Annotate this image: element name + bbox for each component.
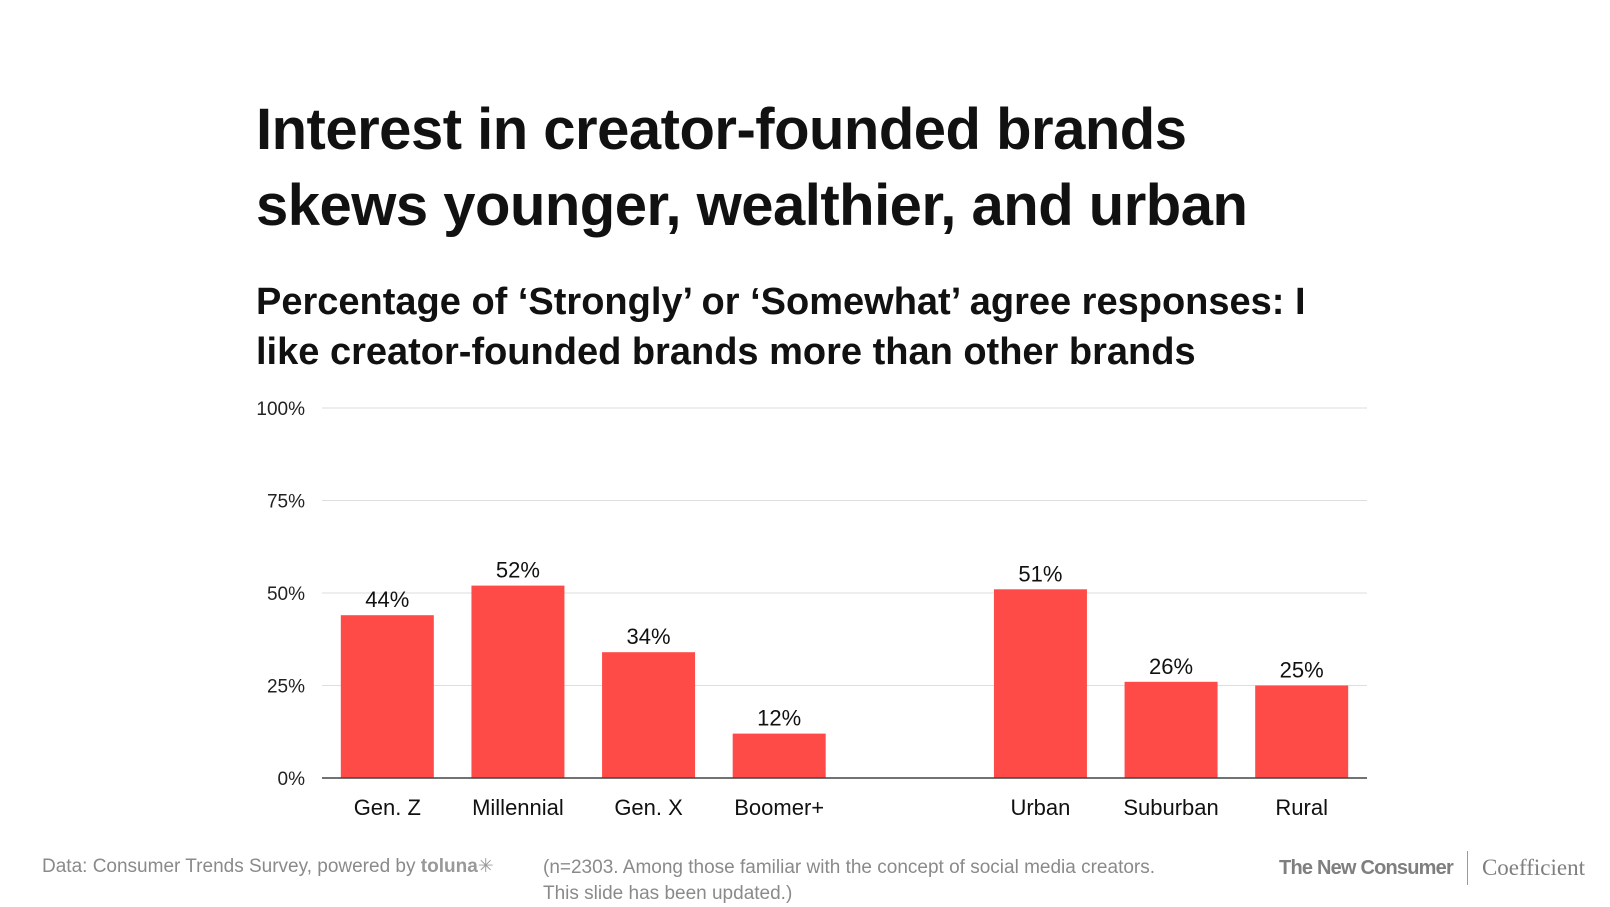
chart-subtitle: Percentage of ‘Strongly’ or ‘Somewhat’ a… [256, 277, 1406, 377]
chart-title-line-1: Interest in creator-founded brands [256, 97, 1187, 162]
x-tick-label: Suburban [1123, 795, 1218, 820]
x-tick-label: Millennial [472, 795, 564, 820]
bar [1124, 681, 1218, 778]
toluna-logo: toluna✳ [420, 856, 494, 877]
data-label: 51% [1018, 561, 1062, 586]
data-label: 44% [365, 587, 409, 612]
data-source-text: Data: Consumer Trends Survey, powered by [42, 856, 421, 877]
bar [471, 585, 565, 778]
x-tick-label: Gen. Z [354, 795, 421, 820]
y-tick-label: 50% [267, 584, 305, 605]
y-tick-label: 25% [267, 677, 305, 698]
chart-subtitle-line-1: Percentage of ‘Strongly’ or ‘Somewhat’ a… [256, 281, 1306, 323]
data-label: 26% [1149, 654, 1193, 679]
data-label: 52% [496, 558, 540, 583]
x-tick-label: Rural [1275, 795, 1328, 820]
sample-note-line-2: This slide has been updated.) [543, 883, 793, 904]
chart-title: Interest in creator-founded brands skews… [256, 92, 1456, 244]
data-label: 12% [757, 706, 801, 731]
the-new-consumer-logo: The New Consumer [1279, 856, 1454, 879]
y-tick-label: 75% [267, 492, 305, 513]
data-label: 34% [627, 624, 671, 649]
bar [993, 589, 1087, 778]
chart-subtitle-line-2: like creator-founded brands more than ot… [256, 331, 1196, 373]
bar [602, 652, 696, 778]
sample-note: (n=2303. Among those familiar with the c… [543, 855, 1243, 907]
y-tick-label: 0% [278, 769, 306, 790]
bar [732, 733, 826, 778]
chart-title-line-2: skews younger, wealthier, and urban [256, 173, 1248, 238]
x-tick-label: Urban [1010, 795, 1070, 820]
coefficient-logo: Coefficient [1481, 855, 1585, 880]
x-tick-label: Boomer+ [734, 795, 824, 820]
data-source: Data: Consumer Trends Survey, powered by… [42, 855, 494, 878]
bar [1255, 685, 1349, 778]
logo-divider [1466, 851, 1468, 885]
x-tick-label: Gen. X [614, 795, 683, 820]
footer-logos: The New Consumer Coefficient [1279, 848, 1585, 888]
bar [340, 615, 434, 778]
data-label: 25% [1280, 658, 1324, 683]
sample-note-line-1: (n=2303. Among those familiar with the c… [543, 857, 1156, 878]
y-tick-label: 100% [256, 399, 305, 420]
